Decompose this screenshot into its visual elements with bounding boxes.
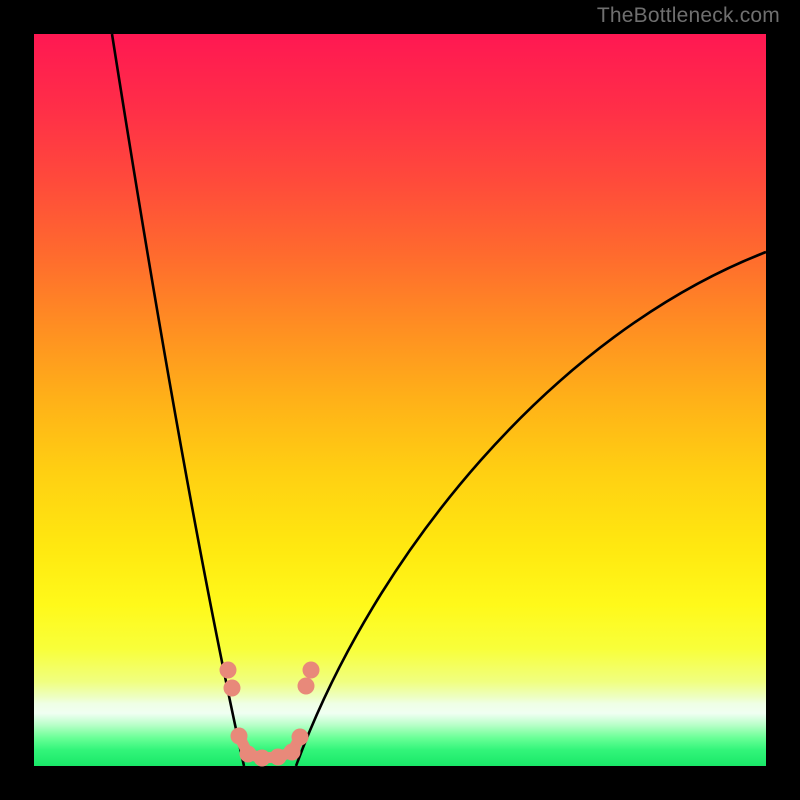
marker-bottom-4 [284, 744, 301, 761]
marker-bottom-5 [292, 729, 309, 746]
marker-left-1 [224, 680, 241, 697]
marker-right-1 [298, 678, 315, 695]
curve-left-branch [112, 34, 244, 766]
chart-container: TheBottleneck.com [0, 0, 800, 800]
watermark-label: TheBottleneck.com [597, 4, 780, 28]
curve-layer [34, 34, 766, 766]
marker-bottom-0 [231, 728, 248, 745]
marker-left-0 [220, 662, 237, 679]
marker-right-0 [303, 662, 320, 679]
marker-bottom-2 [254, 750, 271, 767]
plot-area [34, 34, 766, 766]
curve-right-branch [296, 252, 766, 766]
